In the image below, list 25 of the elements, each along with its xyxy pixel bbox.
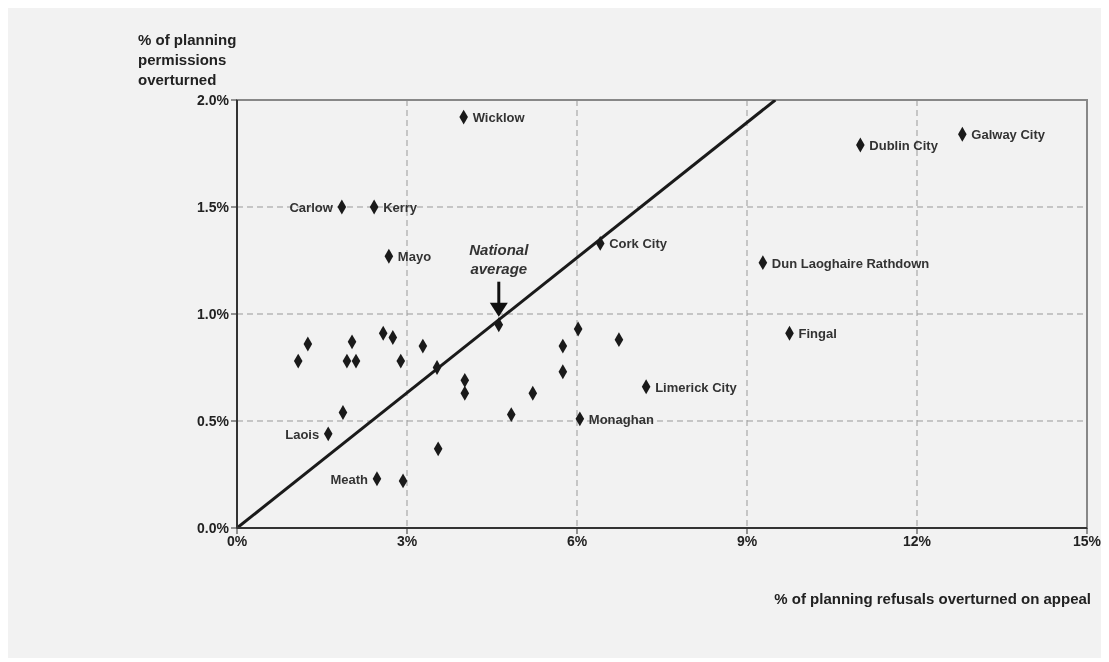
y-axis-title: % of planning permissions overturned [138,30,238,90]
x-tick-label: 6% [566,532,588,549]
annotation: Galway City [971,127,1046,143]
y-tick-label: 1.0% [197,305,230,322]
annotation: Kerry [383,200,418,215]
y-tick-label: 0.5% [197,412,230,429]
annotation: Limerick City [655,379,738,395]
y-tick-label: 2.0% [197,91,230,108]
annotation: Dun Laoghaire Rathdown [771,255,930,271]
annotation: Meath [330,471,369,487]
x-tick-label: 3% [396,532,418,549]
annotation: Monaghan [588,411,654,427]
x-tick-label: 15% [1072,532,1102,549]
annotation: Laois [285,426,320,442]
annotation: Fingal [798,326,837,342]
text: National average [469,240,530,277]
annotation: Carlow [289,200,334,215]
x-tick-label: 12% [902,532,932,549]
x-tick-label: 9% [736,532,758,549]
annotation: Dublin City [869,137,939,153]
y-tick-label: 1.5% [197,198,230,215]
annotation: Cork City [609,236,668,252]
annotation: Wicklow [472,110,526,126]
x-axis-title: % of planning refusals overturned on appeal [774,590,1091,607]
annotation: Mayo [397,249,432,265]
